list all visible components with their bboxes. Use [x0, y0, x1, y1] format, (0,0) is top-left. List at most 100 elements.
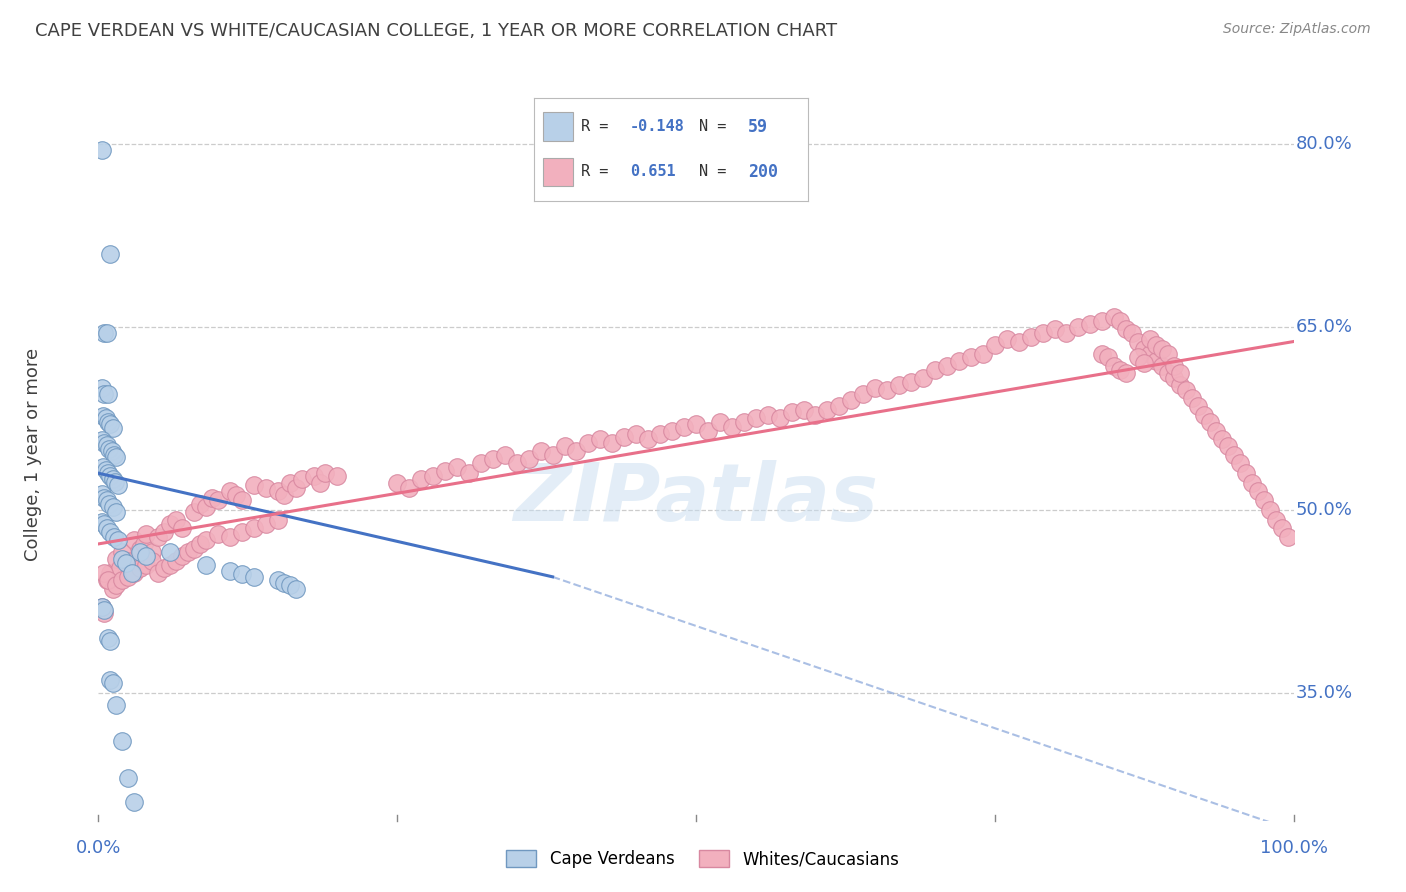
- Point: [219, 564, 242, 578]
- Point: [446, 460, 468, 475]
- Point: [177, 545, 200, 559]
- Text: 200: 200: [748, 163, 778, 181]
- Point: [411, 472, 433, 486]
- Point: [98, 566, 122, 581]
- Point: [1109, 314, 1132, 328]
- Point: [900, 375, 922, 389]
- Point: [183, 505, 205, 519]
- Point: [589, 432, 612, 446]
- Point: [105, 450, 128, 465]
- Point: [541, 448, 564, 462]
- Point: [613, 429, 636, 443]
- Point: [935, 359, 957, 373]
- Point: [709, 415, 731, 429]
- Point: [219, 484, 242, 499]
- Point: [98, 524, 122, 539]
- Point: [576, 435, 599, 450]
- Point: [458, 466, 481, 480]
- Point: [96, 326, 118, 340]
- Point: [104, 475, 127, 489]
- Text: 50.0%: 50.0%: [1296, 500, 1353, 519]
- Point: [983, 338, 1005, 352]
- Bar: [543, 158, 572, 186]
- Point: [148, 566, 170, 581]
- Point: [100, 444, 122, 458]
- Point: [243, 478, 266, 492]
- Point: [111, 551, 134, 566]
- Point: [637, 432, 659, 446]
- Point: [96, 493, 118, 508]
- Point: [1187, 399, 1209, 413]
- Point: [93, 435, 115, 450]
- Point: [141, 554, 163, 568]
- Point: [1019, 329, 1042, 343]
- Point: [267, 512, 290, 526]
- Point: [91, 434, 114, 448]
- Point: [159, 517, 181, 532]
- Point: [111, 545, 134, 559]
- Point: [94, 462, 117, 476]
- Point: [972, 347, 994, 361]
- Point: [97, 387, 120, 401]
- Point: [91, 515, 114, 529]
- Point: [1181, 391, 1204, 405]
- Point: [183, 541, 205, 556]
- Text: 100.0%: 100.0%: [1260, 838, 1327, 857]
- Point: [231, 493, 253, 508]
- Bar: [543, 112, 572, 141]
- Point: [554, 439, 576, 453]
- Point: [124, 796, 146, 810]
- Point: [302, 468, 325, 483]
- Point: [721, 420, 744, 434]
- Point: [96, 574, 118, 588]
- Point: [267, 484, 290, 499]
- Point: [115, 557, 138, 571]
- Point: [153, 524, 176, 539]
- Text: 0.651: 0.651: [630, 164, 676, 179]
- Point: [494, 448, 516, 462]
- Point: [231, 567, 253, 582]
- Point: [995, 332, 1018, 346]
- Point: [98, 673, 122, 688]
- Point: [105, 578, 128, 592]
- Point: [101, 421, 124, 435]
- Point: [1163, 359, 1185, 373]
- Text: R =: R =: [581, 164, 617, 179]
- Point: [129, 561, 152, 575]
- Point: [129, 545, 152, 559]
- Point: [243, 570, 266, 584]
- Point: [1133, 356, 1156, 371]
- Point: [1211, 432, 1233, 446]
- Point: [1067, 319, 1090, 334]
- Point: [97, 466, 120, 480]
- Point: [959, 351, 981, 365]
- Point: [207, 493, 229, 508]
- Point: [529, 444, 551, 458]
- Point: [103, 530, 125, 544]
- Point: [1115, 322, 1137, 336]
- Text: Source: ZipAtlas.com: Source: ZipAtlas.com: [1223, 22, 1371, 37]
- Point: [1128, 334, 1150, 349]
- Point: [398, 481, 420, 495]
- Point: [1264, 512, 1286, 526]
- Point: [1168, 378, 1191, 392]
- Point: [96, 521, 118, 535]
- Point: [1115, 366, 1137, 380]
- Point: [98, 468, 122, 483]
- Point: [135, 527, 157, 541]
- Point: [108, 561, 131, 575]
- Point: [132, 537, 155, 551]
- Point: [1144, 338, 1167, 352]
- Point: [1150, 342, 1173, 356]
- Point: [159, 558, 181, 572]
- Point: [93, 491, 115, 505]
- Point: [1253, 493, 1275, 508]
- Point: [470, 457, 492, 471]
- Point: [172, 521, 194, 535]
- Point: [1007, 334, 1029, 349]
- Point: [1198, 415, 1220, 429]
- Point: [98, 442, 121, 456]
- Point: [194, 500, 217, 515]
- Point: [91, 600, 114, 615]
- Text: 0.0%: 0.0%: [76, 838, 121, 857]
